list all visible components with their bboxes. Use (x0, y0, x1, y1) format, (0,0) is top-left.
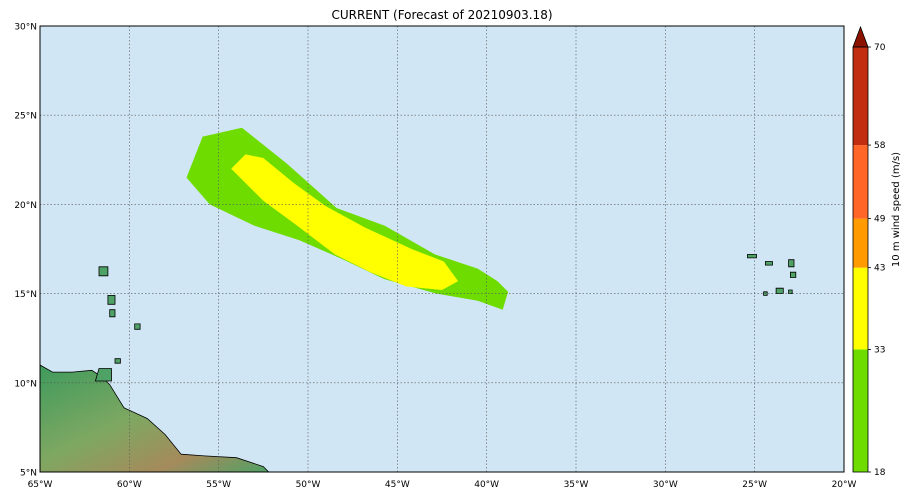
lon-tick-label: 55°W (206, 480, 231, 490)
wind-field (186, 127, 509, 310)
lon-tick-label: 60°W (117, 480, 142, 490)
land-layer (40, 253, 797, 472)
colorbar-segment (853, 218, 868, 268)
map-area (40, 26, 844, 472)
colorbar-tick-label: 49 (874, 215, 886, 225)
colorbar-tick-label: 43 (874, 264, 885, 274)
lat-tick-label: 30°N (14, 23, 37, 33)
lon-tick-label: 65°W (28, 480, 53, 490)
colorbar: 18 33 43 49 58 70 10 m wind speed (m/s) (852, 25, 902, 478)
lon-tick-label: 35°W (564, 480, 589, 490)
colorbar-tick-label: 33 (874, 345, 885, 355)
colorbar-tick-label: 58 (874, 141, 886, 151)
lon-tick-label: 20°W (832, 480, 857, 490)
lon-tick-label: 40°W (474, 480, 499, 490)
land-martinique (107, 294, 116, 305)
gridlines (40, 26, 844, 472)
axis-labels: 30°N 25°N 20°N 15°N 10°N 5°N65°W 60°W 55°W 50°W 4… (14, 23, 856, 491)
map-title: CURRENT (Forecast of 20210903.18) (331, 8, 553, 22)
lat-tick-label: 25°N (14, 112, 37, 122)
colorbar-tick-label: 70 (874, 43, 886, 53)
land-trinidad (94, 368, 112, 382)
land-st-lucia (109, 309, 116, 318)
lat-tick-label: 20°N (14, 201, 37, 211)
land-cape-verde-5 (775, 287, 784, 295)
colorbar-segment (853, 349, 868, 472)
land-guadeloupe (98, 266, 109, 277)
colorbar-segment (853, 267, 868, 350)
land-cape-verde-1 (747, 253, 757, 259)
lon-tick-label: 25°W (742, 480, 767, 490)
colorbar-segment (853, 145, 868, 219)
land-cape-verde-3 (788, 259, 795, 268)
land-cape-verde-4 (790, 271, 797, 278)
colorbar-extend-arrow (852, 25, 869, 48)
lon-tick-label: 50°W (296, 480, 321, 490)
land-barbados (134, 323, 141, 330)
map-frame (39, 25, 845, 473)
lat-tick-label: 5°N (20, 469, 37, 479)
lat-tick-label: 10°N (14, 379, 37, 389)
colorbar-label: 10 m wind speed (m/s) (891, 152, 902, 267)
land-cape-verde-7 (788, 289, 793, 295)
lon-tick-label: 30°W (653, 480, 678, 490)
colorbar-segment (853, 47, 868, 146)
lat-tick-label: 15°N (14, 290, 37, 300)
lon-tick-label: 45°W (385, 480, 410, 490)
wind-band-33-43 (231, 154, 459, 290)
land-south-america (40, 364, 270, 472)
colorbar-frame (852, 46, 869, 473)
colorbar-tick-label: 18 (874, 468, 886, 478)
land-cape-verde-2 (765, 261, 773, 266)
land-tobago (114, 358, 121, 364)
ocean (40, 26, 844, 472)
